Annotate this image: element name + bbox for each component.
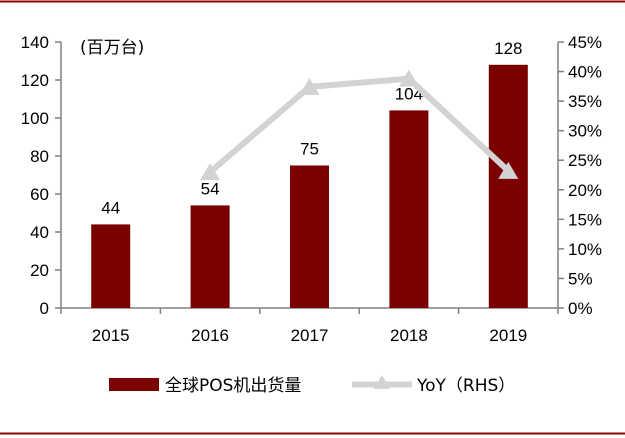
left-tick-label: 60 [30, 185, 49, 204]
right-tick-label: 35% [568, 92, 602, 111]
right-tick-label: 10% [568, 240, 602, 259]
bar-label-2019: 128 [494, 39, 522, 58]
left-tick-label: 100 [21, 109, 49, 128]
right-tick-label: 20% [568, 181, 602, 200]
right-tick-label: 40% [568, 63, 602, 82]
bar-2019 [488, 64, 528, 308]
x-tick-label: 2016 [191, 326, 229, 345]
right-tick-label: 15% [568, 210, 602, 229]
bar-2015 [91, 224, 131, 308]
left-tick-label: 80 [30, 147, 49, 166]
left-tick-label: 40 [30, 223, 49, 242]
left-axis: 0 20 40 60 80 100 120 140 [21, 33, 62, 318]
bars [91, 64, 528, 309]
yoy-line [200, 69, 519, 181]
right-tick-label: 5% [568, 269, 593, 288]
bar-label-2015: 44 [101, 198, 120, 217]
bar-2016 [190, 205, 230, 308]
yoy-marker-2017 [299, 77, 320, 95]
x-axis: 2015 2016 2017 2018 2019 [60, 307, 559, 345]
left-tick-label: 0 [40, 299, 49, 318]
right-tick-label: 25% [568, 151, 602, 170]
yoy-polyline [208, 75, 511, 175]
yoy-marker-2019 [498, 161, 519, 179]
x-tick-label: 2019 [489, 326, 527, 345]
yoy-marker-2018 [398, 69, 419, 87]
bar-2017 [290, 165, 329, 308]
x-tick-label: 2018 [390, 326, 428, 345]
left-tick-label: 140 [21, 33, 49, 52]
bar-label-2017: 75 [300, 140, 319, 159]
x-tick-label: 2015 [92, 326, 130, 345]
legend-line-label: YoY（RHS） [416, 376, 515, 396]
yoy-marker-2016 [200, 163, 221, 181]
right-tick-label: 0% [568, 299, 593, 318]
legend: 全球POS机出货量 YoY（RHS） [109, 375, 515, 396]
right-axis: 0% 5% 10% 15% 20% 25% 30% 35% 40% 45% [557, 33, 602, 318]
left-tick-label: 20 [30, 261, 49, 280]
bar-label-2016: 54 [201, 179, 220, 198]
legend-line-marker [374, 375, 390, 389]
unit-label: (百万台) [80, 38, 144, 58]
right-tick-label: 30% [568, 122, 602, 141]
legend-bar-swatch [109, 378, 159, 391]
right-tick-label: 45% [568, 33, 602, 52]
x-tick-label: 2017 [291, 326, 329, 345]
left-tick-label: 120 [21, 71, 49, 90]
legend-bar-label: 全球POS机出货量 [165, 376, 301, 396]
bar-2018 [389, 110, 429, 309]
